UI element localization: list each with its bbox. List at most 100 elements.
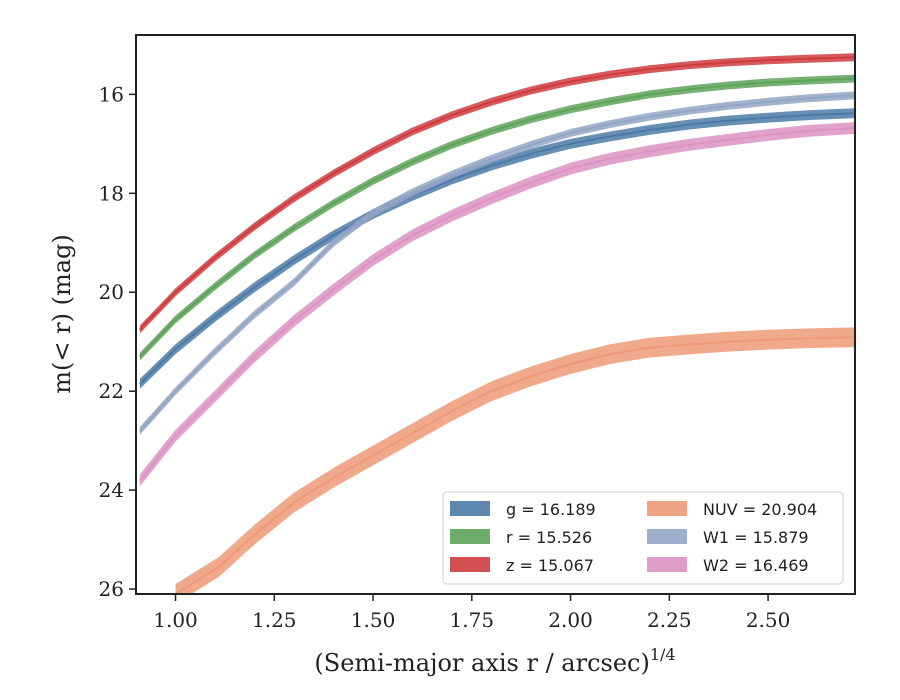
series-r <box>139 74 855 361</box>
y-tick-label: 24 <box>99 478 124 502</box>
series-w1-point <box>688 110 690 112</box>
x-tick-label: 2.25 <box>647 608 692 632</box>
series-nuv <box>174 327 855 594</box>
series-g-point <box>293 259 295 261</box>
legend-label: z = 15.067 <box>506 556 594 575</box>
series-r-point <box>174 318 177 320</box>
series-r-point <box>253 254 256 256</box>
x-tick-label: 2.50 <box>746 608 791 632</box>
plot-area <box>139 53 855 594</box>
series-g-point <box>570 143 572 145</box>
series-z-point <box>530 89 532 91</box>
series-g-point <box>214 316 216 318</box>
series-w1-point <box>728 105 730 107</box>
legend-label: W2 = 16.469 <box>703 556 809 575</box>
series-w2-point <box>530 181 532 183</box>
x-tick-label: 1.00 <box>153 608 198 632</box>
series-z-point <box>649 68 651 70</box>
series-w1-point <box>293 281 295 283</box>
series-g-point <box>174 348 177 350</box>
legend-swatch <box>647 501 687 516</box>
series-w2-point <box>174 435 177 437</box>
series-z-point <box>490 101 493 103</box>
legend-swatch <box>450 501 490 516</box>
series-w2-point <box>490 197 493 199</box>
series-r-point <box>332 202 335 204</box>
series-nuv-point <box>332 477 335 479</box>
series-w2-point <box>451 215 453 217</box>
series-w2-point <box>253 355 256 358</box>
series-r-point <box>649 93 651 95</box>
series-nuv-point <box>451 410 453 412</box>
series-w2-point <box>688 144 690 146</box>
series-z-point <box>293 197 295 199</box>
series-g-point <box>490 165 493 167</box>
series-r-point <box>411 161 414 163</box>
series-nuv-point <box>570 363 572 365</box>
series-w2-point <box>728 139 730 141</box>
series-w1-point <box>214 351 216 353</box>
series-w1-band <box>140 91 855 435</box>
series-w2-band <box>140 122 855 487</box>
legend-swatch <box>647 529 687 544</box>
x-tick-label: 1.50 <box>351 608 396 632</box>
series-r-point <box>767 81 769 84</box>
series-r-point <box>451 144 453 146</box>
series-w2-point <box>372 259 374 261</box>
series-w2-point <box>767 134 769 136</box>
series-nuv-point <box>728 341 730 343</box>
legend-item-g: g = 16.189 <box>450 500 596 519</box>
legend-label: W1 = 15.879 <box>703 528 809 547</box>
series-r-point <box>293 227 295 229</box>
series-nuv-point <box>490 390 493 392</box>
y-tick-label: 20 <box>99 280 124 304</box>
series-g-point <box>530 153 532 155</box>
legend-item-z: z = 15.067 <box>450 556 594 575</box>
series-w1-point <box>372 212 374 214</box>
series-nuv-point <box>372 454 374 457</box>
series-nuv-point <box>253 534 256 536</box>
series-z-point <box>451 114 453 116</box>
series-z-point <box>332 172 335 175</box>
series-g-point <box>332 234 335 236</box>
series-w1-point <box>253 313 256 316</box>
series-g-point <box>649 129 651 131</box>
series-z-point <box>253 225 256 227</box>
series-z-point <box>411 130 414 133</box>
legend-swatch <box>450 557 490 572</box>
legend-item-w2: W2 = 16.469 <box>647 556 809 575</box>
series-r-point <box>214 285 216 287</box>
series-w2-point <box>609 158 611 160</box>
legend-swatch <box>647 557 687 572</box>
series-nuv-line <box>174 336 855 594</box>
series-nuv-point <box>692 343 694 345</box>
series-w1-point <box>332 242 335 244</box>
series-nuv-point <box>807 337 809 339</box>
series-r-point <box>372 180 374 182</box>
series-z-point <box>767 59 769 61</box>
series-w2-point <box>293 320 295 322</box>
series-w1-point <box>649 116 651 118</box>
series-nuv-point <box>609 353 611 355</box>
y-tick-label: 26 <box>99 577 124 601</box>
legend-label: NUV = 20.904 <box>703 500 817 519</box>
series-r-point <box>609 100 611 102</box>
series-g-point <box>253 286 256 288</box>
x-tick-label: 1.75 <box>450 608 495 632</box>
x-axis-label-exponent: 1/4 <box>650 645 676 664</box>
series-g-point <box>807 114 809 116</box>
series-w1-point <box>174 390 177 392</box>
series-w2-point <box>649 150 651 152</box>
series-g-point <box>688 123 690 126</box>
series-w2-point <box>570 168 572 170</box>
legend-label: r = 15.526 <box>506 528 592 547</box>
series-w1-point <box>411 191 414 193</box>
series-w1 <box>139 91 855 435</box>
series-w2-point <box>214 395 216 397</box>
series-nuv-point <box>293 501 295 504</box>
series-g-point <box>728 120 730 122</box>
legend-item-w1: W1 = 15.879 <box>647 528 809 547</box>
series-r-point <box>139 355 141 358</box>
series-w2 <box>139 122 855 487</box>
